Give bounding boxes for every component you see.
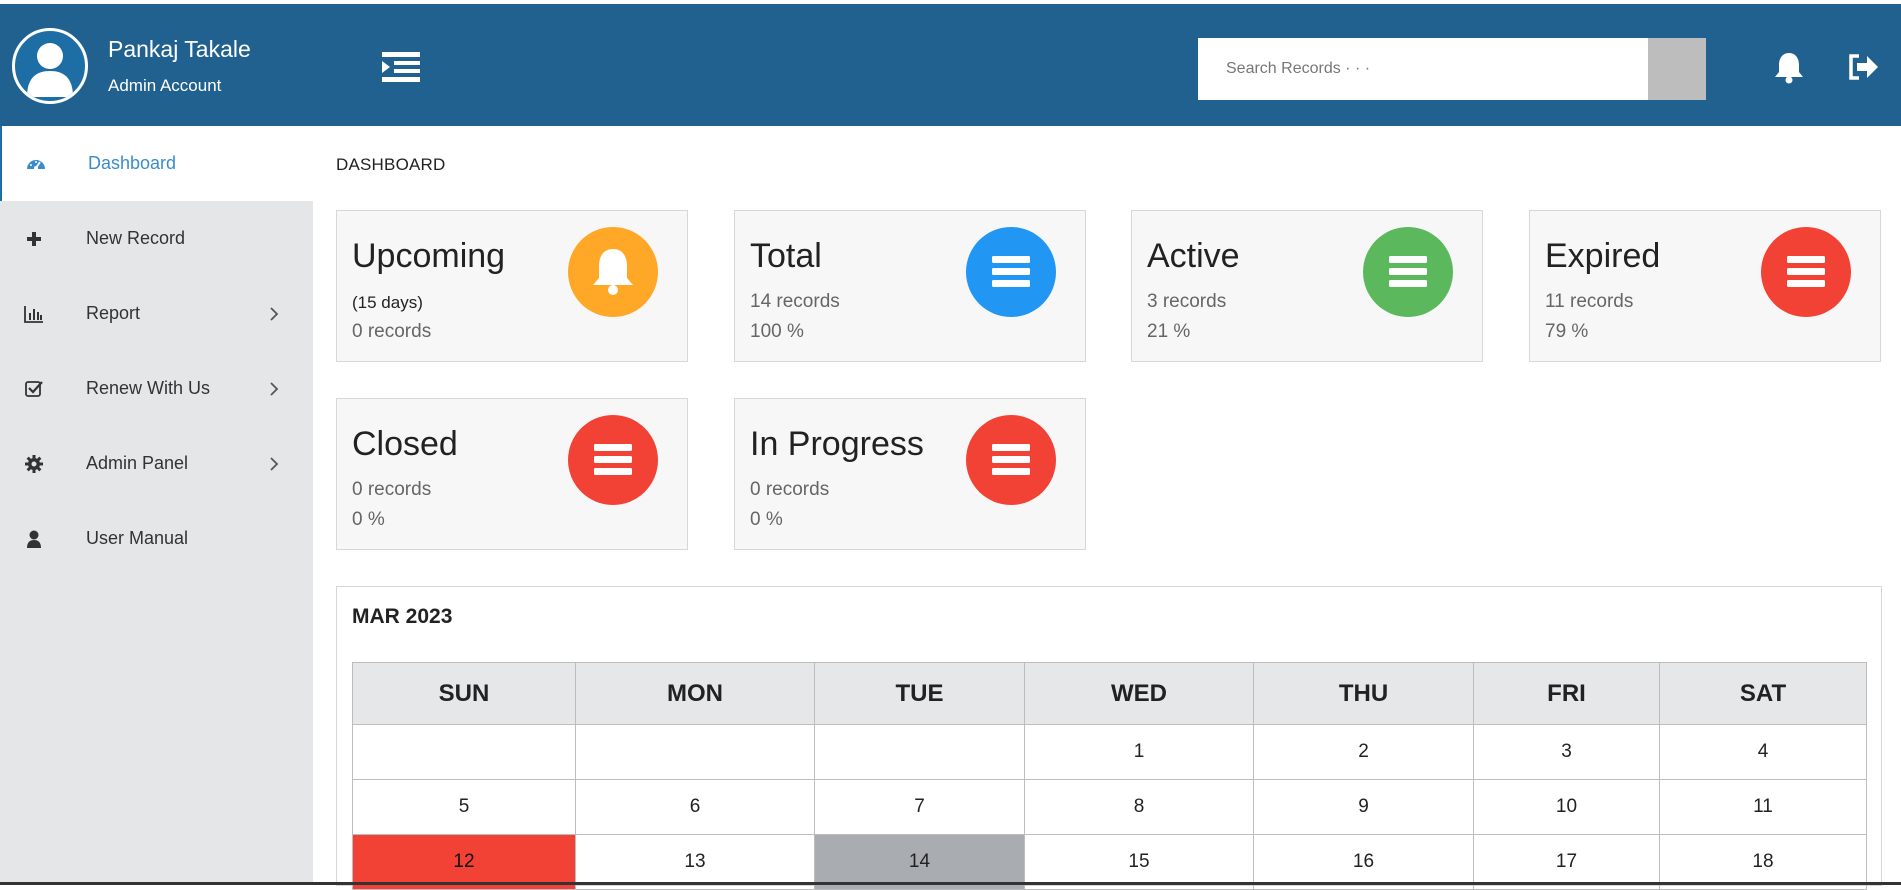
weekday-header: SUN xyxy=(352,662,576,725)
card-count: 0 records xyxy=(750,479,830,500)
checkbox-icon xyxy=(24,379,44,399)
logout-icon[interactable] xyxy=(1847,52,1879,82)
calendar-day-cell[interactable]: 9 xyxy=(1253,779,1474,835)
sidebar-item-label: User Manual xyxy=(86,528,189,548)
calendar-day-selected[interactable]: 14 xyxy=(814,834,1025,890)
search-button[interactable] xyxy=(1648,38,1706,100)
bottom-border xyxy=(0,882,1901,885)
sidebar-item-label: Admin Panel xyxy=(86,453,189,473)
card-percent: 0 % xyxy=(750,509,783,530)
dashboard-icon xyxy=(26,154,46,174)
calendar-day-cell[interactable]: 18 xyxy=(1659,834,1867,890)
card-title: Total xyxy=(750,237,822,275)
plus-icon xyxy=(24,229,44,249)
card-title: Closed xyxy=(352,425,458,463)
sidebar-item-label: Renew With Us xyxy=(86,378,211,398)
list-icon xyxy=(966,415,1056,505)
menu-toggle-icon[interactable] xyxy=(380,50,424,84)
list-icon xyxy=(1363,227,1453,317)
user-icon xyxy=(24,529,44,549)
sidebar-item-label: New Record xyxy=(86,228,186,248)
sidebar-item-renew-with-us[interactable]: Renew With Us xyxy=(0,351,313,426)
chevron-right-icon xyxy=(268,306,280,322)
calendar-day-cell[interactable]: 5 xyxy=(352,779,576,835)
card-title: Active xyxy=(1147,237,1240,275)
calendar-month-title: MAR 2023 xyxy=(352,605,453,628)
sidebar-item-new-record[interactable]: New Record xyxy=(0,201,313,276)
list-icon xyxy=(1761,227,1851,317)
calendar-week-row: 5 6 7 8 9 10 11 xyxy=(352,779,1867,835)
calendar-day-cell xyxy=(352,724,576,780)
calendar-day-cell[interactable]: 6 xyxy=(575,779,815,835)
bell-icon xyxy=(568,227,658,317)
user-name: Pankaj Takale xyxy=(108,36,251,62)
user-role: Admin Account xyxy=(108,76,222,95)
calendar-day-cell[interactable]: 8 xyxy=(1024,779,1254,835)
card-count: 11 records xyxy=(1545,291,1634,312)
weekday-header: TUE xyxy=(814,662,1025,725)
card-upcoming[interactable]: Upcoming (15 days) 0 records xyxy=(336,210,688,362)
card-active[interactable]: Active 3 records 21 % xyxy=(1131,210,1483,362)
top-border xyxy=(0,0,1901,4)
calendar-day-cell xyxy=(575,724,815,780)
calendar-grid: SUN MON TUE WED THU FRI SAT 1 2 3 4 5 6 xyxy=(352,662,1867,890)
card-closed[interactable]: Closed 0 records 0 % xyxy=(336,398,688,550)
calendar-panel: MAR 2023 SUN MON TUE WED THU FRI SAT 1 xyxy=(336,586,1882,890)
calendar-day-cell[interactable]: 1 xyxy=(1024,724,1254,780)
card-count: 0 records xyxy=(352,479,432,500)
bar-chart-icon xyxy=(24,304,44,324)
sidebar-item-label: Dashboard xyxy=(88,153,177,173)
bell-icon[interactable] xyxy=(1773,50,1805,84)
calendar-day-cell[interactable]: 10 xyxy=(1473,779,1660,835)
list-icon xyxy=(568,415,658,505)
sidebar-item-user-manual[interactable]: User Manual xyxy=(0,501,313,576)
card-percent: 21 % xyxy=(1147,321,1191,342)
card-title: Expired xyxy=(1545,237,1661,275)
weekday-header: WED xyxy=(1024,662,1254,725)
weekday-header: MON xyxy=(575,662,815,725)
calendar-day-cell[interactable]: 3 xyxy=(1473,724,1660,780)
card-percent: 0 % xyxy=(352,509,385,530)
calendar-day-cell xyxy=(814,724,1025,780)
gear-icon xyxy=(24,454,44,474)
card-count: 14 records xyxy=(750,291,840,312)
calendar-day-today[interactable]: 12 xyxy=(352,834,576,890)
card-percent: 79 % xyxy=(1545,321,1589,342)
card-count: 3 records xyxy=(1147,291,1227,312)
weekday-header: THU xyxy=(1253,662,1474,725)
card-percent: 100 % xyxy=(750,321,804,342)
user-avatar-icon[interactable] xyxy=(12,28,88,104)
calendar-day-cell[interactable]: 11 xyxy=(1659,779,1867,835)
sidebar: Dashboard New Record Report xyxy=(0,126,313,885)
calendar-week-row: 1 2 3 4 xyxy=(352,724,1867,780)
calendar-day-cell[interactable]: 15 xyxy=(1024,834,1254,890)
calendar-weekday-row: SUN MON TUE WED THU FRI SAT xyxy=(352,662,1867,725)
card-expired[interactable]: Expired 11 records 79 % xyxy=(1529,210,1881,362)
chevron-right-icon xyxy=(268,381,280,397)
sidebar-item-report[interactable]: Report xyxy=(0,276,313,351)
list-icon xyxy=(966,227,1056,317)
sidebar-item-label: Report xyxy=(86,303,141,323)
calendar-day-cell[interactable]: 7 xyxy=(814,779,1025,835)
card-title: In Progress xyxy=(750,425,924,463)
card-total[interactable]: Total 14 records 100 % xyxy=(734,210,1086,362)
card-title: Upcoming xyxy=(352,237,506,275)
top-header: Pankaj Takale Admin Account xyxy=(0,4,1901,126)
weekday-header: SAT xyxy=(1659,662,1867,725)
card-in-progress[interactable]: In Progress 0 records 0 % xyxy=(734,398,1086,550)
weekday-header: FRI xyxy=(1473,662,1660,725)
card-count: 0 records xyxy=(352,321,432,342)
sidebar-item-dashboard[interactable]: Dashboard xyxy=(0,126,313,201)
calendar-day-cell[interactable]: 4 xyxy=(1659,724,1867,780)
search-box xyxy=(1198,38,1706,100)
chevron-right-icon xyxy=(268,456,280,472)
calendar-day-cell[interactable]: 2 xyxy=(1253,724,1474,780)
breadcrumb: DASHBOARD xyxy=(336,155,446,174)
calendar-week-row: 12 13 14 15 16 17 18 xyxy=(352,834,1867,890)
sidebar-item-admin-panel[interactable]: Admin Panel xyxy=(0,426,313,501)
search-input[interactable] xyxy=(1198,38,1648,100)
card-subtitle: (15 days) xyxy=(352,293,423,312)
